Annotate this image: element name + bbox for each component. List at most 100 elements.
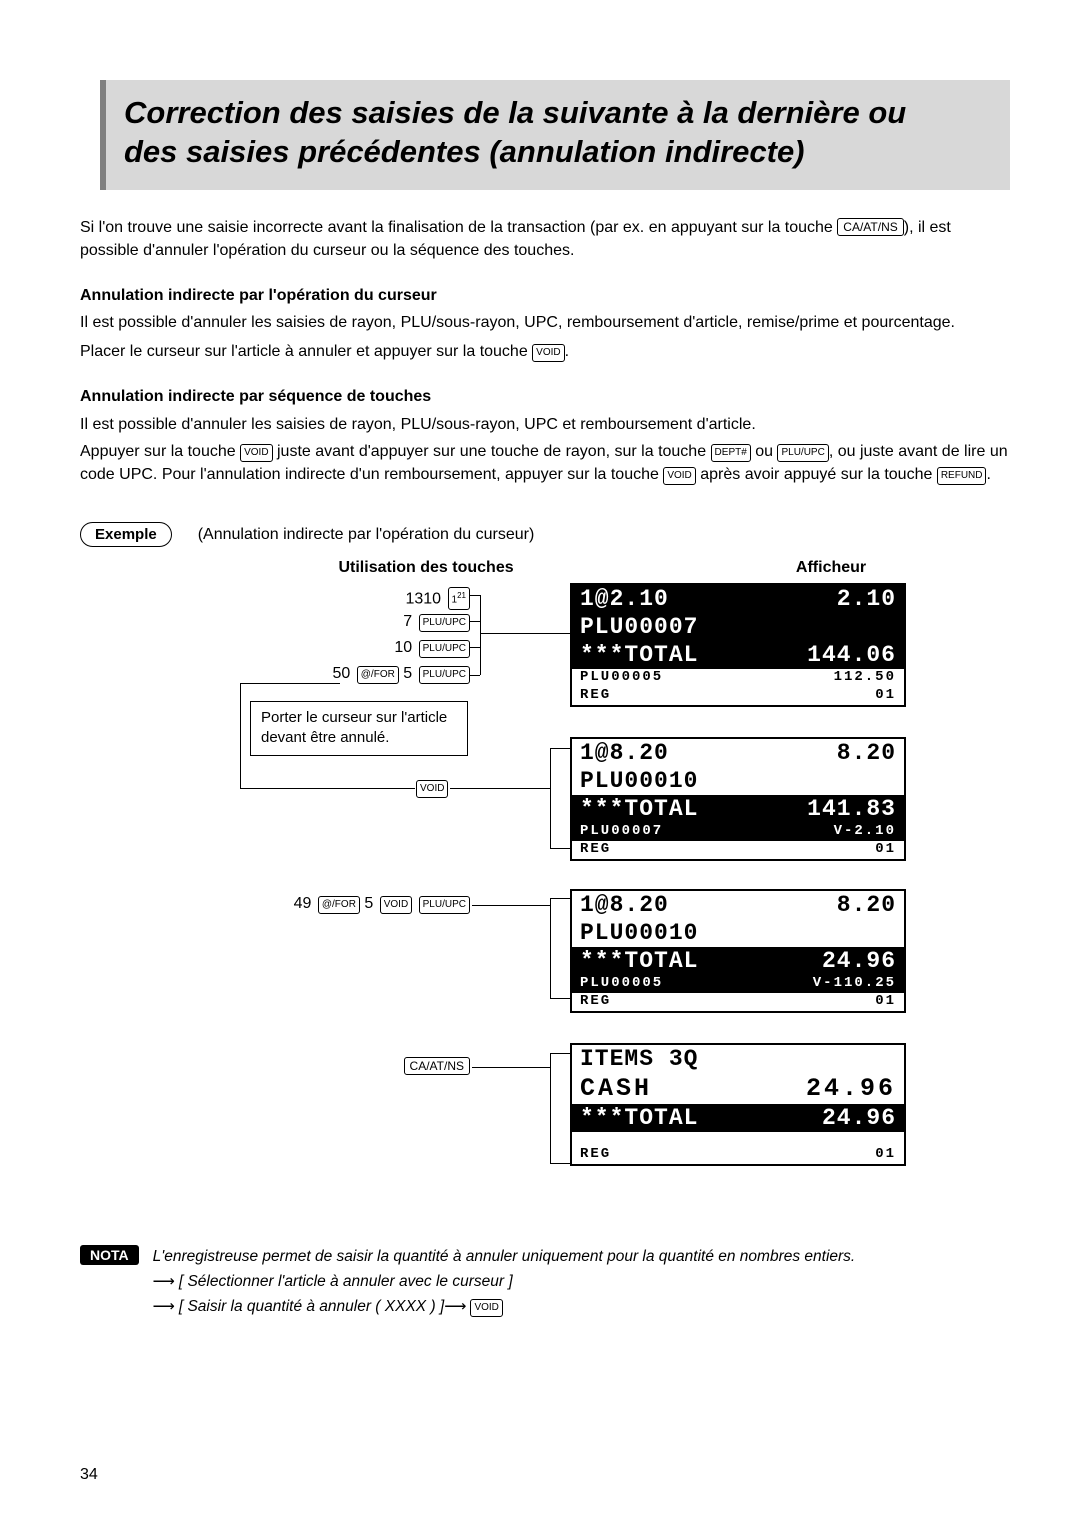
key-dept: DEPT# [711, 444, 751, 462]
conn-d3b [550, 998, 570, 999]
seq4a-num: 50 [333, 665, 351, 682]
key-at: @/FOR [318, 896, 360, 914]
sub1-p1: Il est possible d'annuler les saisies de… [80, 311, 1010, 334]
seq5b-num: 5 [364, 895, 373, 912]
key-pluupc: PLU/UPC [419, 896, 470, 914]
d1r1r: 2.10 [837, 586, 896, 612]
title-banner: Correction des saisies de la suivante à … [100, 80, 1010, 190]
d1r5l: REG [580, 687, 611, 703]
d2r4r: V-2.10 [834, 823, 896, 839]
display-1: 1@2.102.10 PLU00007 ***TOTAL144.06 PLU00… [570, 583, 906, 707]
key-void: VOID [470, 1299, 502, 1317]
seq-6: CA/AT/NS [402, 1057, 470, 1076]
d3r1l: 1@8.20 [580, 892, 669, 918]
subheading-1: Annulation indirecte par l'opération du … [80, 284, 1010, 307]
bracket-t3 [470, 647, 480, 648]
key-void: VOID [532, 344, 564, 362]
d1r3l: ***TOTAL [580, 642, 698, 668]
d2r3r: 141.83 [807, 796, 896, 822]
sub2-p1: Il est possible d'annuler les saisies de… [80, 413, 1010, 436]
arrow-icon: ⟶ [153, 1270, 175, 1295]
vline-d2 [550, 748, 551, 848]
nota-block: NOTA L'enregistreuse permet de saisir la… [80, 1245, 1010, 1319]
seq-2: 7 PLU/UPC [403, 613, 470, 632]
nota-line3a: [ Saisir la quantité à annuler ( XXXX ) … [179, 1298, 444, 1315]
cursor-note: Porter le curseur sur l'article devant ê… [250, 701, 468, 756]
d3r2: PLU00010 [580, 920, 698, 946]
sub2-p2c: ou [751, 443, 778, 460]
conn-3 [472, 905, 550, 906]
d4r3l: ***TOTAL [580, 1105, 698, 1131]
void-key-1: VOID [416, 779, 448, 798]
d3r3l: ***TOTAL [580, 948, 698, 974]
conn-1 [480, 633, 570, 634]
nota-line1: L'enregistreuse permet de saisir la quan… [153, 1248, 856, 1265]
d2r3l: ***TOTAL [580, 796, 698, 822]
d4r2l: CASH [580, 1074, 652, 1103]
key-pluupc: PLU/UPC [419, 666, 470, 684]
d3r5r: 01 [875, 993, 896, 1009]
sub1-p2a: Placer le curseur sur l'article à annule… [80, 343, 532, 360]
d1r1l: 1@2.10 [580, 586, 669, 612]
nota-line2: [ Sélectionner l'article à annuler avec … [179, 1273, 513, 1290]
d2r1l: 1@8.20 [580, 740, 669, 766]
key-void: VOID [240, 444, 272, 462]
title-line-2: des saisies précédentes (annulation indi… [124, 134, 805, 169]
seq5a-num: 49 [294, 895, 312, 912]
arrow-icon: ⟶ [153, 1295, 175, 1320]
d2r4l: PLU00007 [580, 823, 663, 839]
page-number: 34 [80, 1466, 98, 1484]
d4r5r: 01 [875, 1146, 896, 1162]
col-header-right: Afficheur [652, 559, 1010, 577]
d1r3r: 144.06 [807, 642, 896, 668]
conn-d4t [550, 1053, 570, 1054]
key-caatns: CA/AT/NS [404, 1057, 470, 1075]
title-line-1: Correction des saisies de la suivante à … [124, 95, 906, 130]
d4r2r: 24.96 [806, 1074, 896, 1103]
conn-note-bot [240, 788, 415, 789]
arrow-icon: ⟶ [444, 1295, 466, 1320]
key-at: @/FOR [357, 666, 399, 684]
d1r4l: PLU00005 [580, 669, 663, 685]
d2r5r: 01 [875, 841, 896, 857]
seq-4: 50 @/FOR 5 PLU/UPC [333, 665, 470, 684]
conn-note-top [240, 683, 340, 684]
key-caatns: CA/AT/NS [837, 218, 903, 236]
key-pluupc: PLU/UPC [419, 640, 470, 658]
conn-d3t [550, 898, 570, 899]
bracket-v1 [480, 595, 481, 675]
d3r5l: REG [580, 993, 611, 1009]
d3r4r: V-110.25 [813, 975, 896, 991]
sub2-p2e: après avoir appuyé sur la touche [696, 466, 937, 483]
key-void: VOID [380, 896, 412, 914]
sub2-p2a: Appuyer sur la touche [80, 443, 240, 460]
nota-text: L'enregistreuse permet de saisir la quan… [153, 1245, 856, 1319]
d2r1r: 8.20 [837, 740, 896, 766]
intro-paragraph: Si l'on trouve une saisie incorrecte ava… [80, 216, 1010, 487]
example-header: Exemple (Annulation indirecte par l'opér… [80, 522, 1010, 547]
key-void: VOID [663, 467, 695, 485]
conn-d4b [550, 1163, 570, 1164]
seq-5: 49 @/FOR 5 VOID PLU/UPC [294, 895, 470, 914]
nota-badge: NOTA [80, 1245, 139, 1265]
d2r2: PLU00010 [580, 768, 698, 794]
seq1-num: 1310 [405, 591, 441, 608]
key-refund: REFUND [937, 467, 987, 485]
page-title: Correction des saisies de la suivante à … [124, 94, 992, 172]
conn-2 [450, 788, 550, 789]
conn-d2b [550, 848, 570, 849]
vline-d3 [550, 898, 551, 998]
seq2-num: 7 [403, 613, 412, 630]
key-pluupc: PLU/UPC [777, 444, 828, 462]
bracket-t2 [470, 621, 480, 622]
display-4: ITEMS 3Q CASH24.96 ***TOTAL24.96 REG01 [570, 1043, 906, 1166]
columns-header: Utilisation des touches Afficheur [80, 559, 1010, 577]
vline-note [240, 683, 241, 788]
subheading-2: Annulation indirecte par séquence de tou… [80, 385, 1010, 408]
vline-d4 [550, 1053, 551, 1163]
exemple-caption: (Annulation indirecte par l'opération du… [198, 526, 535, 544]
d4r5l: REG [580, 1146, 611, 1162]
display-3: 1@8.208.20 PLU00010 ***TOTAL24.96 PLU000… [570, 889, 906, 1013]
bracket-t1 [470, 595, 480, 596]
col-header-left: Utilisation des touches [200, 559, 652, 577]
